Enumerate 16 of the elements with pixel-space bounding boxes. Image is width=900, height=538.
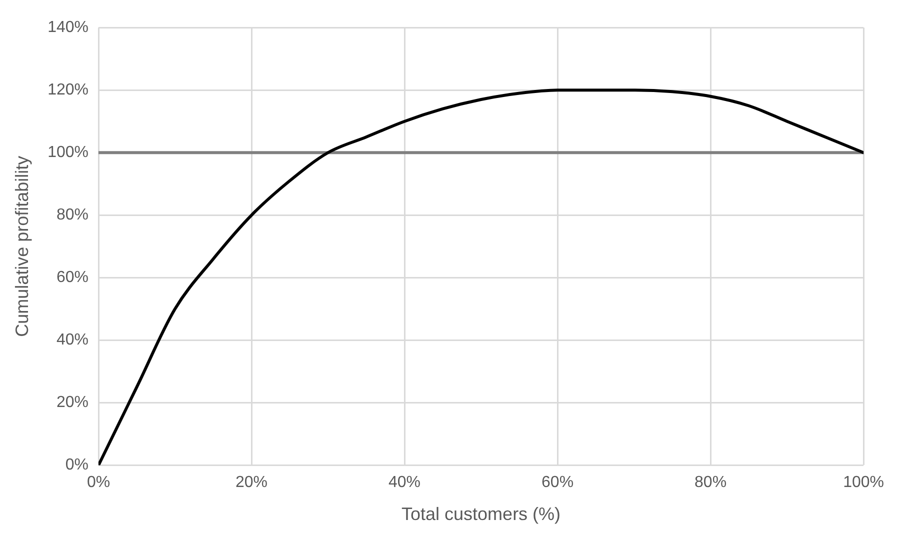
y-tick-label: 120% — [48, 82, 89, 99]
y-tick-label: 80% — [56, 206, 89, 224]
x-tick-label: 100% — [843, 474, 884, 492]
x-tick-label: 0% — [86, 474, 110, 492]
y-tick-label: 100% — [48, 144, 89, 162]
y-tick-label: 20% — [56, 394, 89, 412]
y-tick-label: 60% — [56, 269, 89, 286]
y-axis-title: Cumulative profitability — [12, 156, 32, 337]
x-tick-label: 80% — [694, 474, 727, 492]
y-tick-label: 0% — [65, 456, 89, 474]
y-tick-label: 40% — [56, 332, 89, 349]
y-tick-label: 140% — [48, 19, 89, 36]
x-tick-label: 60% — [542, 474, 574, 492]
x-axis-title: Total customers (%) — [402, 504, 561, 524]
x-tick-label: 40% — [388, 474, 421, 492]
x-tick-label: 20% — [236, 474, 268, 492]
